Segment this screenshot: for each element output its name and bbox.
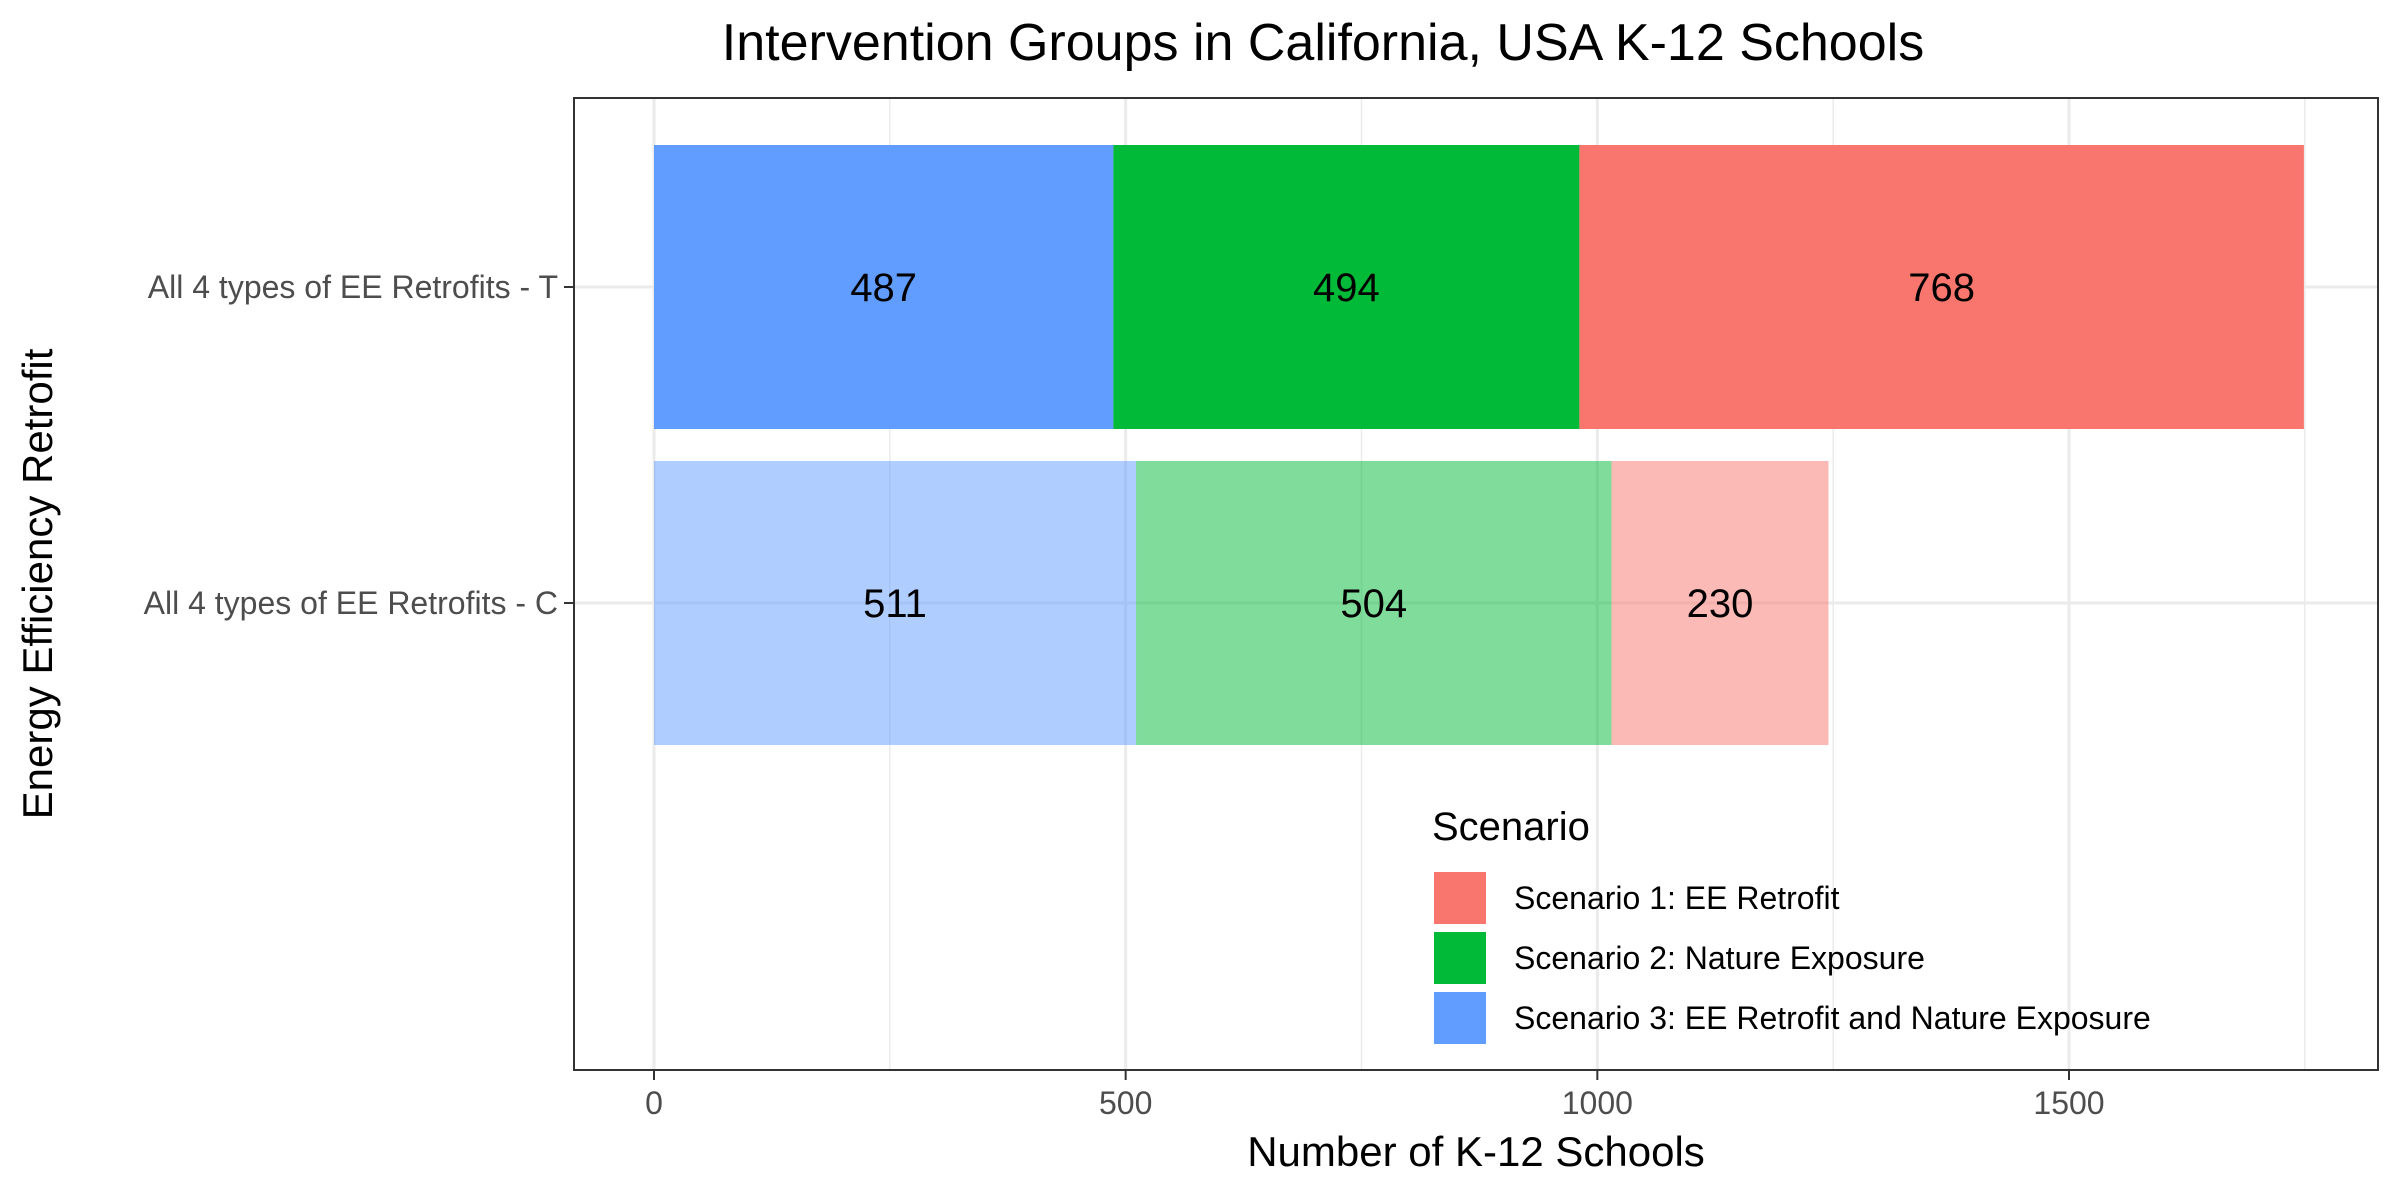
y-tick-label: All 4 types of EE Retrofits - C xyxy=(144,585,558,621)
data-label: 511 xyxy=(863,582,927,626)
y-tick-label: All 4 types of EE Retrofits - T xyxy=(148,269,558,305)
data-label: 230 xyxy=(1687,582,1754,626)
bar-segment xyxy=(1136,461,1612,745)
legend-swatch xyxy=(1434,932,1486,984)
plot-panel-border xyxy=(573,97,2379,1071)
bars xyxy=(654,145,2304,745)
legend-title: Scenario xyxy=(1432,805,1590,849)
x-tick-label: 0 xyxy=(645,1085,663,1121)
x-axis-title: Number of K-12 Schools xyxy=(1247,1128,1705,1175)
bar-segment xyxy=(654,145,1114,429)
data-label: 487 xyxy=(850,266,917,310)
x-tick-label: 1000 xyxy=(1562,1085,1633,1121)
data-label: 768 xyxy=(1908,266,1975,310)
legend-swatch xyxy=(1434,872,1486,924)
data-labels: 487 494 768 511 504 230 xyxy=(850,266,1975,626)
x-tick-label: 500 xyxy=(1099,1085,1152,1121)
x-axis: 0 500 1000 1500 xyxy=(645,1070,2105,1121)
y-axis-title: Energy Efficiency Retrofit xyxy=(14,348,61,819)
data-label: 504 xyxy=(1340,582,1407,626)
legend: Scenario Scenario 1: EE Retrofit Scenario… xyxy=(1432,805,2151,1044)
y-axis: All 4 types of EE Retrofits - T All 4 typ… xyxy=(144,269,574,621)
bar-segment xyxy=(654,461,1137,745)
legend-label: Scenario 3: EE Retrofit and Nature Expos… xyxy=(1514,1000,2151,1036)
x-tick-label: 1500 xyxy=(2033,1085,2104,1121)
data-label: 494 xyxy=(1313,266,1380,310)
bar-segment xyxy=(1579,145,2304,429)
chart-title: Intervention Groups in California, USA K… xyxy=(722,14,1924,72)
bar-segment xyxy=(1611,461,1829,745)
legend-swatch xyxy=(1434,992,1486,1044)
legend-label: Scenario 2: Nature Exposure xyxy=(1514,940,1925,976)
legend-label: Scenario 1: EE Retrofit xyxy=(1514,880,1840,916)
bar-segment xyxy=(1113,145,1580,429)
